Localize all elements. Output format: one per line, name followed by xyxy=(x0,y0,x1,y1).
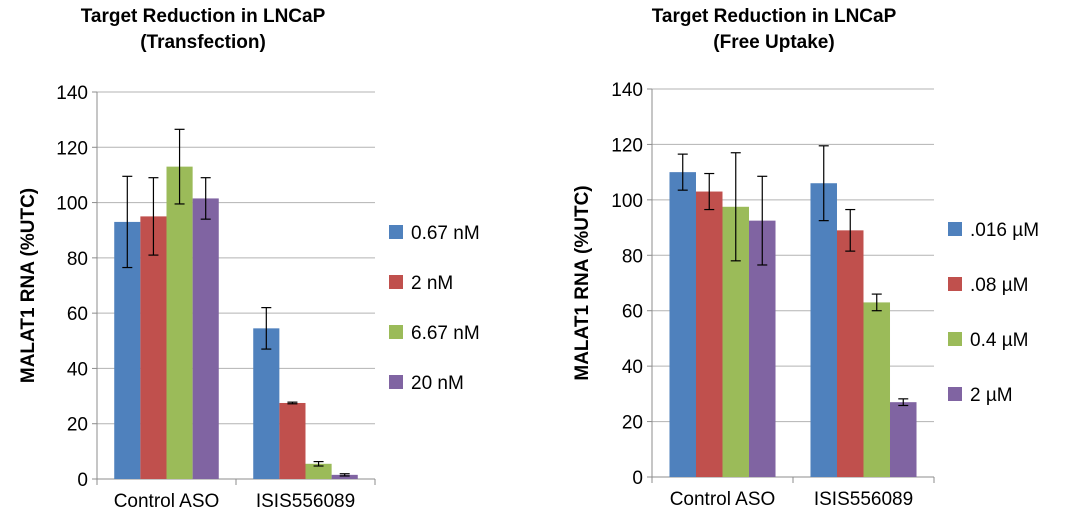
legend-swatch xyxy=(948,277,962,291)
bar-6-67-nm xyxy=(305,463,332,479)
bar-20-nm xyxy=(192,198,219,480)
bar-20-nm xyxy=(331,474,358,479)
legend-label: 20 nM xyxy=(411,373,464,394)
y-tick-label: 60 xyxy=(67,304,88,325)
y-tick-label: 100 xyxy=(611,191,643,212)
bar-2-nm xyxy=(279,402,306,479)
y-tick-label: 100 xyxy=(56,194,88,215)
y-tick-label: 140 xyxy=(56,83,88,104)
legend-label: 2 nM xyxy=(411,273,453,294)
y-tick-label: 40 xyxy=(622,357,643,378)
x-category-label: ISIS556089 xyxy=(256,491,355,512)
legend-swatch xyxy=(948,222,962,236)
y-tick-label: 80 xyxy=(622,246,643,267)
x-category-label: Control ASO xyxy=(670,489,776,510)
legend-swatch xyxy=(389,325,403,339)
x-category-label: Control ASO xyxy=(114,491,220,512)
y-tick-label: 0 xyxy=(632,468,643,489)
legend-label: 6.67 nM xyxy=(411,323,480,344)
y-tick-label: 140 xyxy=(611,80,643,101)
y-tick-label: 0 xyxy=(77,470,88,491)
bar-08-m xyxy=(695,191,723,478)
bar-0-67-nm xyxy=(253,328,280,479)
legend-swatch xyxy=(389,225,403,239)
y-tick-label: 80 xyxy=(67,249,88,270)
x-category-label: ISIS556089 xyxy=(814,489,913,510)
legend-label: 2 µM xyxy=(970,385,1013,406)
y-tick-label: 20 xyxy=(622,413,643,434)
bar-08-m xyxy=(836,230,864,477)
chart-free-uptake: Target Reduction in LNCaP (Free Uptake) 0 2… xyxy=(541,0,1082,513)
bar-0-4-m xyxy=(863,302,891,477)
legend-swatch xyxy=(948,387,962,401)
bar-016-m xyxy=(810,183,837,477)
bar-6-67-nm xyxy=(166,166,193,479)
legend-label: 0.67 nM xyxy=(411,223,480,244)
chart-title-line: (Free Uptake) xyxy=(713,32,834,53)
y-tick-label: 120 xyxy=(611,135,643,156)
bar-016-m xyxy=(669,172,696,477)
chart-title-line: Target Reduction in LNCaP xyxy=(652,6,897,27)
legend-label: 0.4 µM xyxy=(970,330,1028,351)
y-tick-label: 60 xyxy=(622,302,643,323)
bar-2-m xyxy=(890,402,917,477)
legend-label: .08 µM xyxy=(970,275,1028,296)
chart-title-line: (Transfection) xyxy=(140,32,266,53)
y-axis-label: MALAT1 RNA (%UTC) xyxy=(572,185,593,380)
y-axis-label: MALAT1 RNA (%UTC) xyxy=(18,188,39,383)
y-tick-label: 20 xyxy=(67,415,88,436)
legend-swatch xyxy=(389,275,403,289)
y-tick-label: 120 xyxy=(56,138,88,159)
legend-label: .016 µM xyxy=(970,220,1039,241)
chart-transfection: Target Reduction in LNCaP (Transfection) 0… xyxy=(0,0,541,513)
y-tick-label: 40 xyxy=(67,359,88,380)
chart-transfection-svg: Target Reduction in LNCaP (Transfection) 0… xyxy=(18,6,480,512)
chart-title-line: Target Reduction in LNCaP xyxy=(81,6,326,27)
legend-swatch xyxy=(948,332,962,346)
chart-free-uptake-svg: Target Reduction in LNCaP (Free Uptake) 0 2… xyxy=(572,6,1039,510)
legend-swatch xyxy=(389,375,403,389)
bar-2-nm xyxy=(140,216,167,479)
